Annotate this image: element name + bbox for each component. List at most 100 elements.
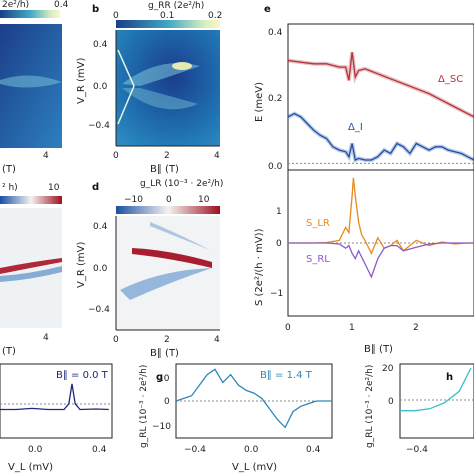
y-tick-e-top-1: 0.2 <box>268 94 282 104</box>
colorbar-a-tick: 0.4 <box>54 0 69 10</box>
x-label-e: B∥ (T) <box>364 344 393 355</box>
x-tick-d-2: 4 <box>214 335 220 345</box>
g-series <box>175 368 332 429</box>
y-tick-g-1: 0 <box>164 397 170 407</box>
y-label-e-bot: S (2e²/(h · mV)) <box>254 228 265 306</box>
y-label-h: g_RL (10⁻³ · 2e²/h) <box>365 365 375 448</box>
panel-h: h 20 0 g_RL (10⁻³ · 2e²/h) −0.4 <box>365 363 474 455</box>
y-tick-d-2: −0.4 <box>88 305 110 315</box>
h-trace-line <box>400 367 472 412</box>
heatmap-b-lobe-lower <box>122 88 198 110</box>
x-tick-e-2: 2 <box>413 323 419 333</box>
e-bottom-series <box>288 177 474 279</box>
colorbar-d-tick-1: 0 <box>166 195 172 205</box>
plot-f-frame <box>0 363 113 439</box>
x-tick-c-4: 4 <box>43 333 49 343</box>
x-tick-g-2: 0.4 <box>306 445 321 455</box>
panel-letter-g: g <box>156 372 163 383</box>
y-tick-g-2: −10 <box>152 422 171 432</box>
x-tick-h-0: −0.4 <box>406 445 428 455</box>
x-tick-b-0: 0 <box>113 151 119 161</box>
y-tick-d-1: 0.0 <box>93 264 108 274</box>
x-label-b: B∥ (T) <box>150 164 179 175</box>
legend-delta-sc: Δ_SC <box>438 74 463 85</box>
colorbar-b-tick-2: 0.2 <box>208 11 222 21</box>
x-tick-e-0: 0 <box>285 323 291 333</box>
panel-letter-b: b <box>92 4 99 15</box>
colorbar-c <box>0 196 62 204</box>
x-tick-f-0: 0.0 <box>28 445 43 455</box>
panel-letter-d: d <box>92 182 99 193</box>
x-label-a: (T) <box>2 164 16 175</box>
y-label-g: g_RL (10⁻³ · 2e²/h) <box>139 365 149 448</box>
g-trace-line <box>175 368 332 429</box>
x-tick-a-4: 4 <box>43 151 49 161</box>
x-label-g: V_L (mV) <box>232 462 277 473</box>
colorbar-b-tick-0: 0 <box>113 11 119 21</box>
colorbar-a <box>0 10 60 18</box>
heatmap-d-blue-top <box>150 222 210 250</box>
annotation-g: B∥ = 1.4 T <box>260 370 313 381</box>
x-label-f: V_L (mV) <box>8 462 53 473</box>
legend-delta-i: Δ_I <box>348 122 363 133</box>
y-label-e-top: E (meV) <box>254 82 265 122</box>
x-tick-d-1: 2 <box>164 335 170 345</box>
y-tick-b-0: 0.4 <box>93 40 108 50</box>
h-series <box>400 367 472 412</box>
legend-s-lr: S_LR <box>306 218 330 229</box>
y-tick-e-bot-0: 1 <box>276 207 282 217</box>
y-tick-e-top-2: 0.0 <box>268 162 283 172</box>
x-tick-g-0: −0.4 <box>184 445 206 455</box>
heatmap-a-feature <box>0 75 62 88</box>
panel-letter-e: e <box>264 4 271 15</box>
legend-s-rl: S_RL <box>306 254 330 265</box>
f-trace-line <box>0 383 109 411</box>
x-label-d: B∥ (T) <box>150 348 179 359</box>
x-tick-b-1: 2 <box>164 151 170 161</box>
colorbar-b-title: g_RR (2e²/h) <box>148 1 204 11</box>
e-top-series <box>287 51 474 163</box>
heatmap-c-blue-band <box>0 266 62 282</box>
y-tick-h-1: 0 <box>388 397 394 407</box>
panel-letter-h: h <box>446 372 453 383</box>
x-tick-b-2: 4 <box>214 151 220 161</box>
delta-sc-line <box>287 52 474 118</box>
panel-g: g B∥ = 1.4 T 10 0 −10 g_RL (10⁻³ · 2e²/h… <box>139 363 333 473</box>
colorbar-c-tick: 10 <box>48 183 60 193</box>
colorbar-d <box>116 206 220 214</box>
x-tick-g-1: 0.0 <box>244 445 259 455</box>
colorbar-d-tick-2: 10 <box>198 195 210 205</box>
y-tick-b-2: −0.4 <box>88 121 110 131</box>
panel-d: d g_LR (10⁻³ · 2e²/h) −10 0 10 0.4 0.0 −… <box>76 179 223 359</box>
y-label-b: V_R (mV) <box>76 58 87 104</box>
y-tick-e-bot-2: −1 <box>270 289 283 299</box>
f-series <box>0 383 109 411</box>
x-tick-f-1: 0.4 <box>92 445 107 455</box>
heatmap-b-bright-spot <box>172 62 192 70</box>
heatmap-d-red-band <box>132 248 212 268</box>
colorbar-c-label: ² h) <box>2 183 18 193</box>
annotation-f: B∥ = 0.0 T <box>56 370 109 381</box>
y-tick-e-bot-1: 0 <box>276 239 282 249</box>
delta-i-line <box>287 112 474 161</box>
heatmap-d <box>116 216 220 330</box>
y-label-d: V_R (mV) <box>76 242 87 288</box>
colorbar-d-title: g_LR (10⁻³ · 2e²/h) <box>140 179 223 189</box>
y-tick-h-0: 20 <box>382 364 394 374</box>
panel-b: b g_RR (2e²/h) 0 0.1 0.2 0.4 0.0 −0.4 V_… <box>76 1 222 175</box>
s-lr-line <box>288 177 474 255</box>
y-tick-e-top-0: 0.4 <box>268 28 283 38</box>
panel-e: e 0.4 0.2 0.0 E (meV) Δ_SC Δ_I 1 0 −1 S … <box>254 4 474 355</box>
colorbar-b <box>116 20 220 28</box>
colorbar-d-tick-0: −10 <box>124 195 143 205</box>
x-label-c: (T) <box>2 346 16 357</box>
colorbar-b-tick-1: 0.1 <box>160 11 174 21</box>
heatmap-b-bright-left <box>117 49 135 125</box>
panel-f: B∥ = 0.0 T 0.0 0.4 V_L (mV) <box>0 363 113 473</box>
panel-a: 2e²/h) 0.4 4 (T) <box>0 0 69 175</box>
plot-h-frame <box>399 363 474 439</box>
heatmap-d-blue-region <box>120 268 212 300</box>
y-tick-d-0: 0.4 <box>93 222 108 232</box>
y-tick-g-0: 10 <box>158 374 170 384</box>
